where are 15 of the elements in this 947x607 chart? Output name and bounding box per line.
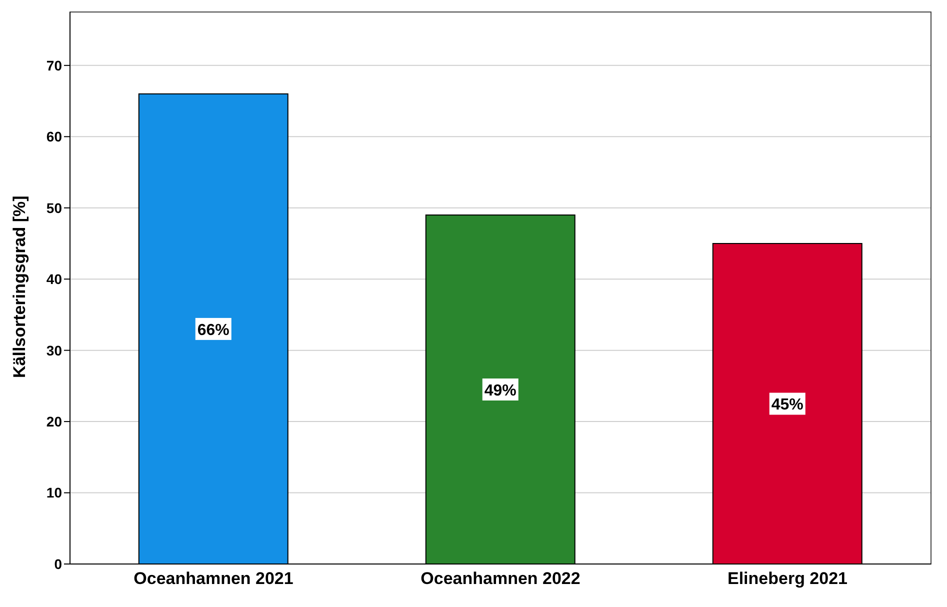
y-tick-label: 60 (46, 128, 62, 145)
y-tick-label: 20 (46, 414, 62, 430)
data-label: 49% (484, 382, 516, 400)
x-tick-label: Elineberg 2021 (727, 569, 848, 588)
y-tick-label: 10 (46, 484, 62, 501)
y-tick-label: 30 (46, 342, 62, 358)
data-label: 66% (197, 322, 230, 339)
y-tick-label: 40 (46, 271, 62, 288)
y-tick-label: 70 (46, 57, 62, 74)
y-axis-title: Källsorteringsgrad [%] (10, 196, 30, 378)
x-tick-label: Oceanhamnen 2021 (134, 569, 294, 588)
y-tick-label: 0 (54, 556, 62, 572)
y-tick-label: 50 (46, 200, 62, 216)
x-tick-label: Oceanhamnen 2022 (420, 569, 580, 588)
data-label: 45% (771, 396, 804, 414)
